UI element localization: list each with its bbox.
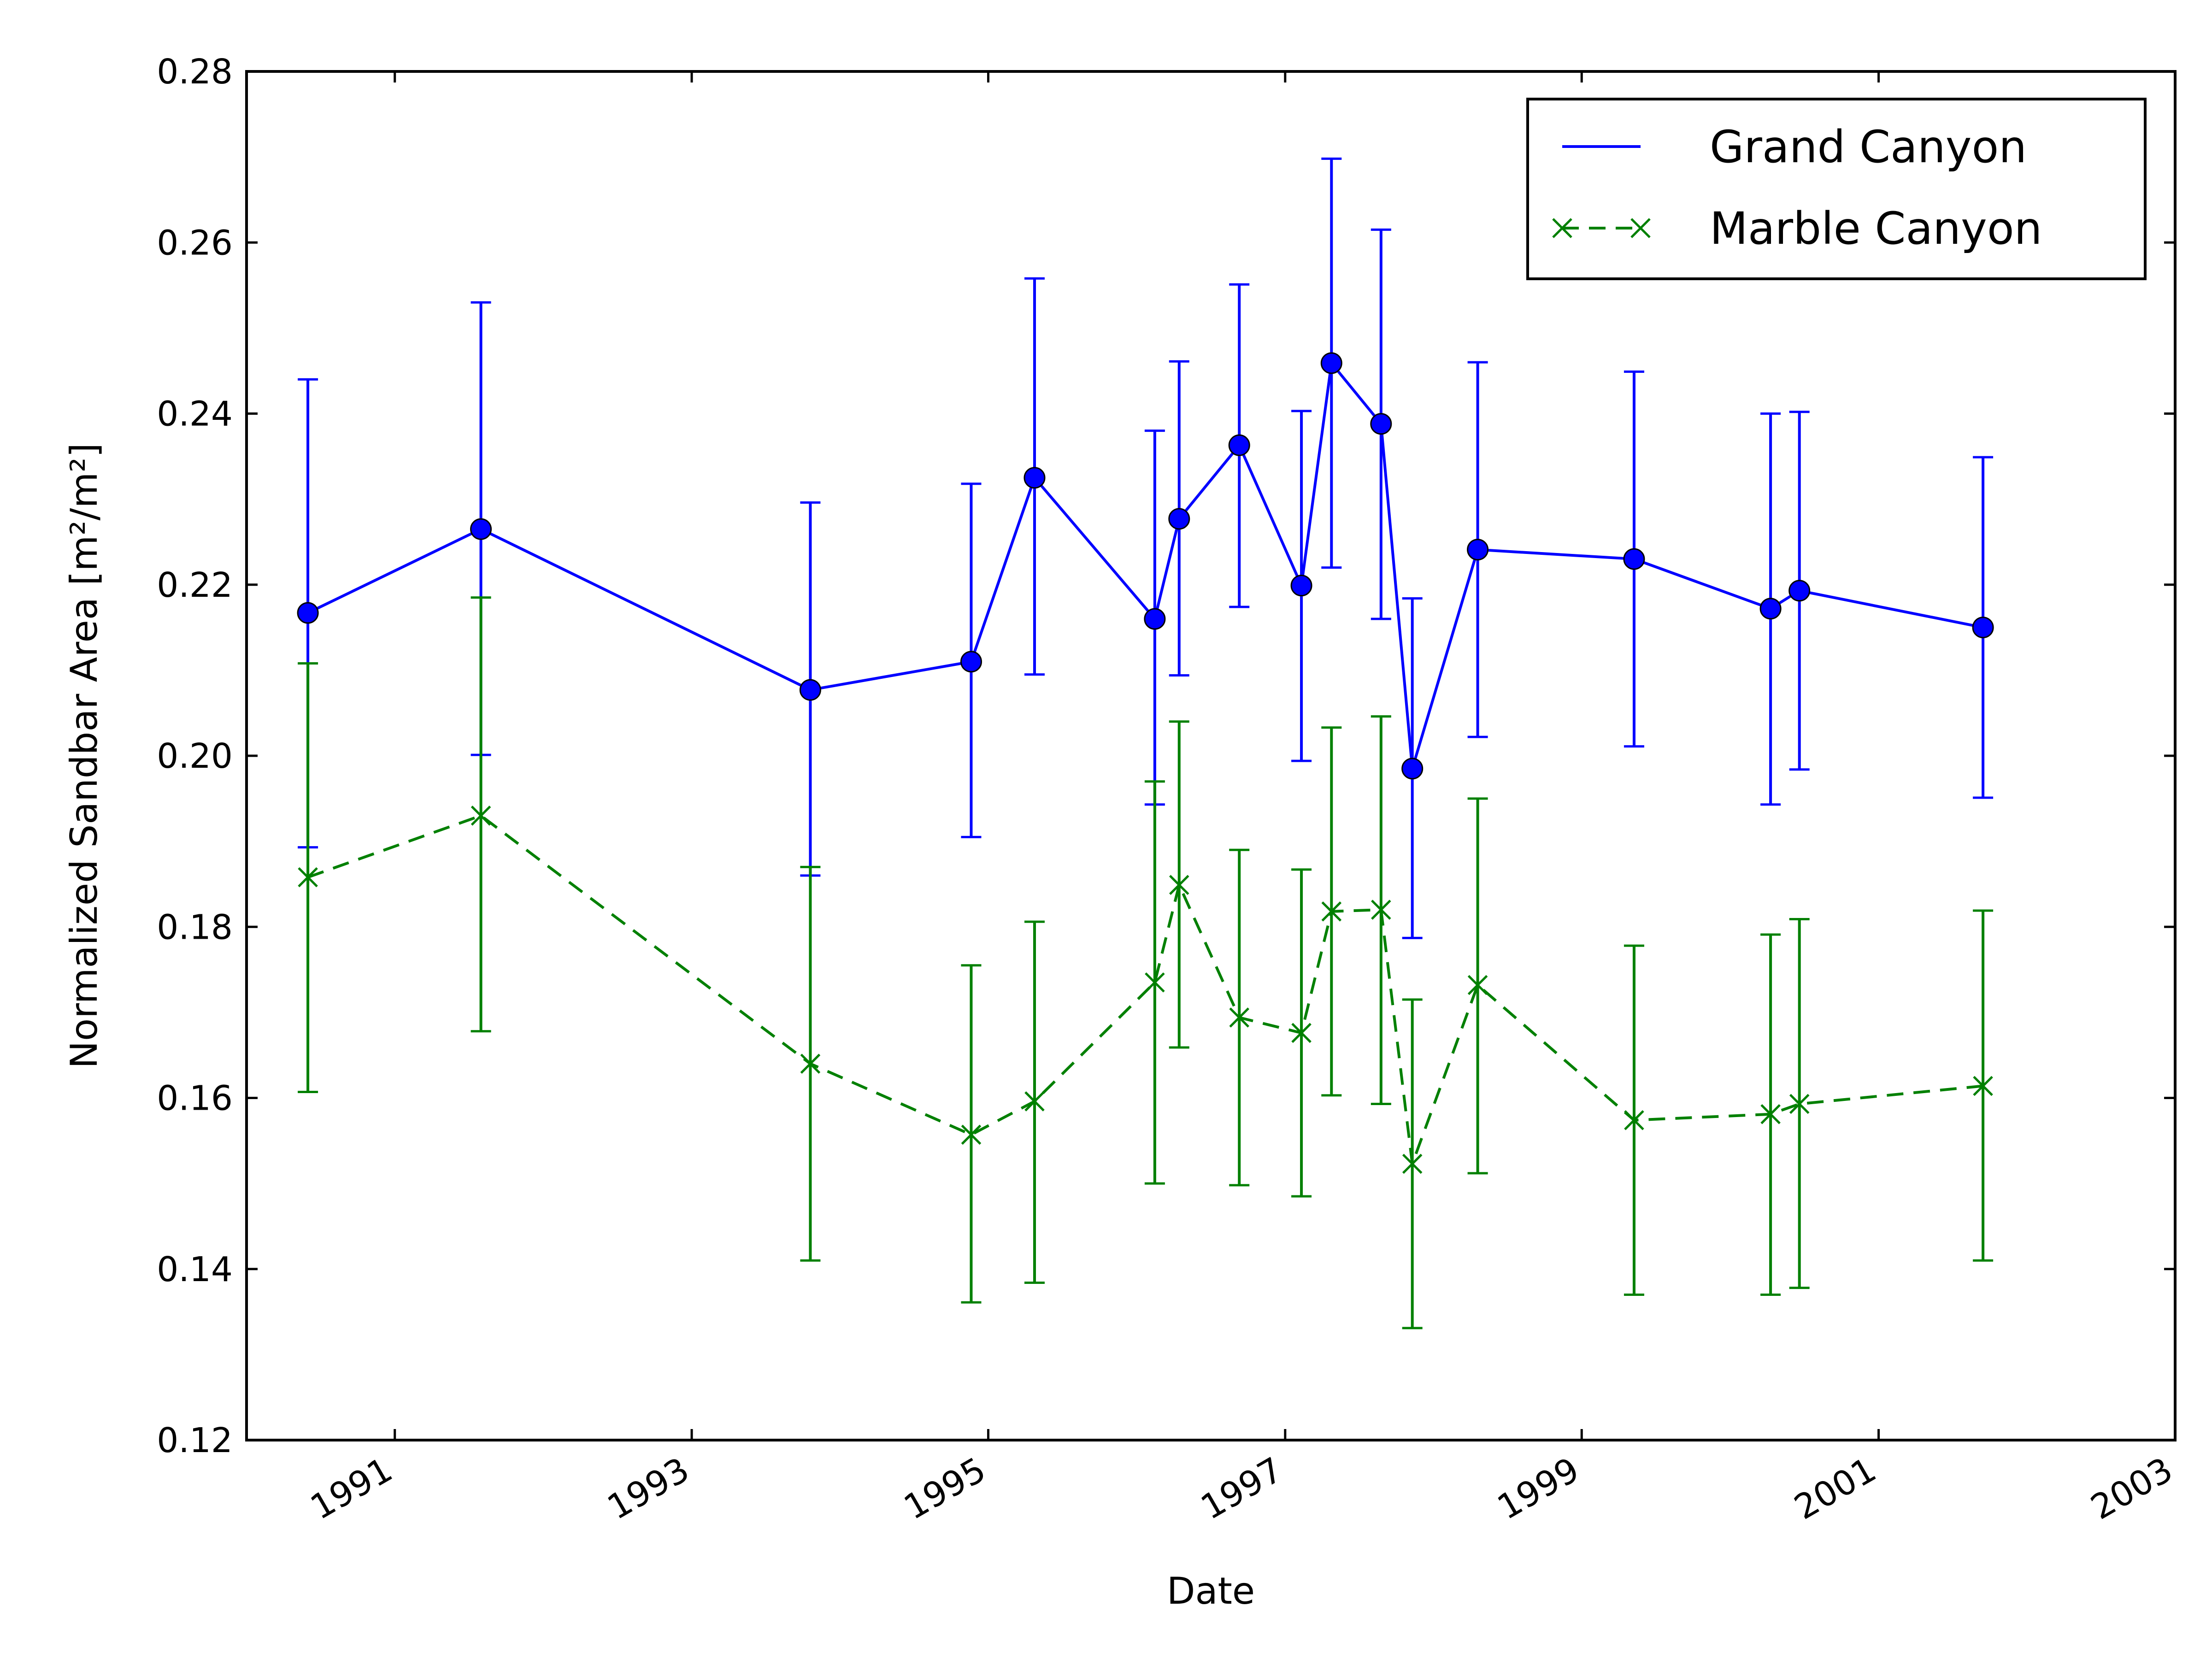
axis-ticks [247, 70, 2177, 1441]
data-point-stroke [1402, 1153, 1423, 1174]
data-point [1229, 1007, 1249, 1028]
legend-label-grand-canyon: Grand Canyon [1710, 121, 2027, 173]
data-point-stroke [1024, 1091, 1045, 1112]
data-point [1402, 1153, 1423, 1174]
data-point [1371, 900, 1391, 920]
y-tick-label: 0.18 [157, 907, 233, 947]
data-point [298, 867, 318, 888]
data-point [1759, 598, 1782, 620]
data-point [1024, 467, 1046, 489]
y-tick-label: 0.22 [157, 565, 233, 605]
data-point-stroke [1229, 1007, 1249, 1028]
y-tick-label: 0.28 [157, 52, 233, 92]
data-point-stroke [298, 867, 318, 888]
data-point [1228, 434, 1250, 456]
y-tick-label: 0.16 [157, 1079, 233, 1118]
data-point [1788, 580, 1811, 602]
data-point-stroke [1760, 1104, 1781, 1124]
y-tick-label: 0.24 [157, 394, 233, 434]
data-point [1370, 413, 1392, 435]
data-point-stroke [800, 1053, 821, 1074]
data-point [1290, 575, 1312, 597]
data-point [1789, 1094, 1810, 1114]
y-tick-label: 0.14 [157, 1250, 233, 1289]
legend-swatch-marker [1552, 218, 1572, 238]
data-point [1168, 508, 1190, 530]
data-point [800, 1053, 821, 1074]
y-tick-label: 0.12 [157, 1421, 233, 1460]
data-point [961, 1124, 982, 1145]
data-point-stroke [1624, 1110, 1644, 1130]
data-point [297, 602, 319, 624]
y-axis-label: Normalized Sandbar Area [m²/m²] [63, 443, 106, 1068]
data-point [1467, 975, 1488, 995]
data-point [1760, 1104, 1781, 1124]
data-point [1024, 1091, 1045, 1112]
data-point [960, 651, 982, 673]
data-point-stroke [1169, 875, 1189, 895]
data-point-stroke [961, 1124, 982, 1145]
data-point [1624, 1110, 1644, 1130]
data-point-stroke [1291, 1023, 1312, 1043]
x-axis-label: Date [1167, 1570, 1255, 1612]
legend-entry-marble-canyon: Marble Canyon [1552, 203, 2042, 254]
data-point-stroke [1371, 900, 1391, 920]
data-point [1401, 758, 1424, 780]
legend-swatch-marker [1630, 218, 1651, 238]
series-grand-canyon [297, 157, 1994, 939]
legend: Grand Canyon Marble Canyon [1526, 98, 2147, 280]
y-tick-label: 0.26 [157, 223, 233, 263]
legend-label-marble-canyon: Marble Canyon [1710, 203, 2042, 254]
data-point [1321, 901, 1342, 922]
legend-entry-grand-canyon: Grand Canyon [1562, 121, 2027, 173]
legend-swatch-marble-canyon [1552, 218, 1651, 238]
data-point [1169, 875, 1189, 895]
data-point [470, 518, 492, 540]
data-point-stroke [1145, 972, 1165, 993]
data-point [1467, 539, 1489, 561]
data-point-stroke [1321, 901, 1342, 922]
data-point-stroke [471, 806, 491, 826]
data-point [1291, 1023, 1312, 1043]
data-point-stroke [1973, 1076, 1993, 1096]
y-tick-label: 0.20 [157, 736, 233, 776]
data-point [799, 679, 821, 701]
data-point [1145, 972, 1165, 993]
data-point [1320, 352, 1342, 374]
series-marble-canyon [298, 596, 1994, 1330]
data-point [1144, 608, 1166, 630]
data-point [1623, 548, 1645, 570]
data-point [1973, 1076, 1993, 1096]
data-point [1972, 617, 1994, 639]
data-point-stroke [1467, 975, 1488, 995]
legend-box [1526, 98, 2147, 280]
data-point-stroke [1789, 1094, 1810, 1114]
data-point [471, 806, 491, 826]
plot-area [297, 157, 1994, 1330]
